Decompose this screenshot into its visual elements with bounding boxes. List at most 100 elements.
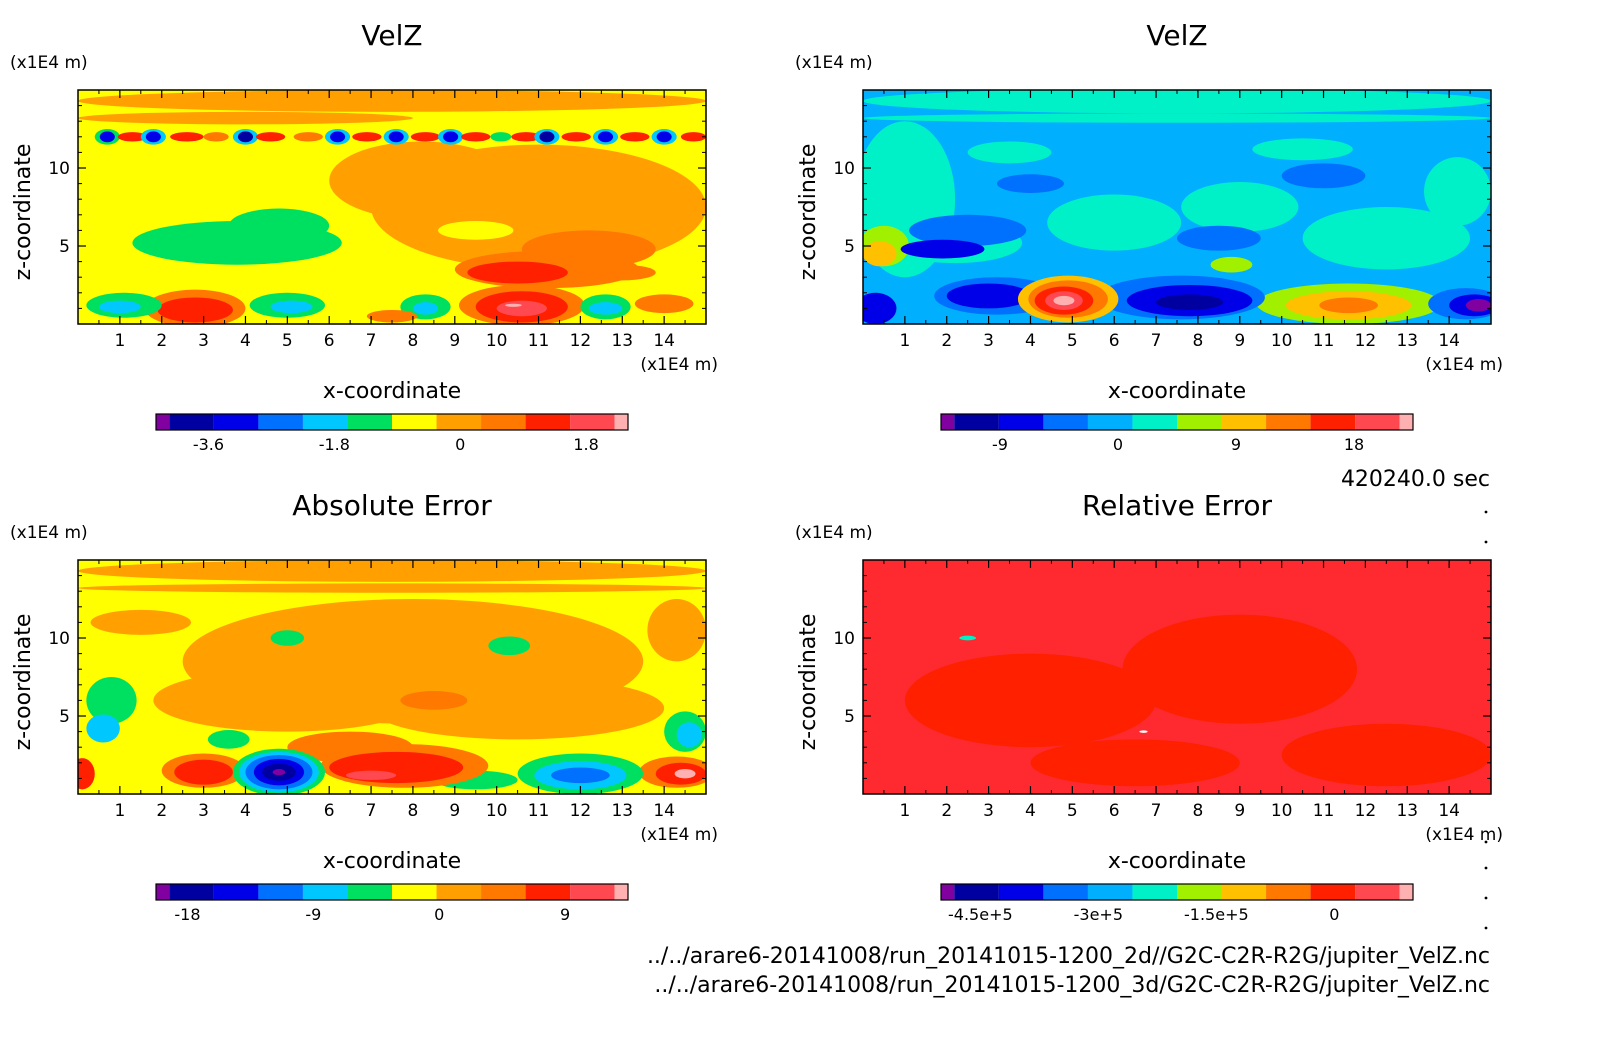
dot-marker bbox=[1485, 897, 1488, 900]
x-tick-label: 11 bbox=[528, 801, 550, 821]
contour-region bbox=[208, 730, 250, 749]
x-tick-label: 12 bbox=[1355, 801, 1377, 821]
contour-region bbox=[158, 297, 233, 322]
contour-region bbox=[1156, 294, 1223, 310]
colorbar-swatch bbox=[481, 884, 526, 900]
contour-region bbox=[346, 771, 396, 780]
colorbar-swatch bbox=[214, 414, 259, 430]
x-tick-label: 5 bbox=[282, 801, 293, 821]
contour-region bbox=[352, 132, 381, 141]
colorbar-swatch bbox=[1222, 414, 1267, 430]
contour-region bbox=[657, 131, 672, 142]
x-tick-label: 8 bbox=[408, 801, 419, 821]
colorbar-swatch bbox=[1043, 884, 1088, 900]
colorbar-swatch bbox=[1311, 884, 1356, 900]
x-tick-label: 8 bbox=[1193, 331, 1204, 351]
contour-region bbox=[238, 131, 253, 142]
x-tick-label: 3 bbox=[983, 331, 994, 351]
contour-region bbox=[1424, 157, 1491, 226]
x-axis-label: x-coordinate bbox=[323, 849, 461, 874]
x-tick-label: 9 bbox=[449, 331, 460, 351]
contour-region bbox=[647, 599, 706, 661]
contour-region bbox=[271, 630, 304, 646]
x-tick-label: 3 bbox=[198, 331, 209, 351]
x-tick-label: 14 bbox=[1438, 331, 1460, 351]
y-tick-label: 10 bbox=[48, 159, 70, 179]
colorbar-tick-label: -4.5e+5 bbox=[948, 905, 1013, 924]
x-tick-label: 3 bbox=[198, 801, 209, 821]
colorbar-swatch bbox=[437, 884, 482, 900]
x-tick-label: 7 bbox=[1151, 801, 1162, 821]
x-tick-label: 11 bbox=[528, 331, 550, 351]
colorbar-swatch bbox=[156, 414, 169, 430]
x-tick-label: 14 bbox=[653, 801, 675, 821]
x-tick-label: 2 bbox=[941, 331, 952, 351]
x-tick-label: 13 bbox=[1396, 331, 1418, 351]
x-tick-label: 2 bbox=[156, 331, 167, 351]
colorbar-tick-label: 0 bbox=[1113, 435, 1123, 454]
colorbar: -3.6 -1.8 0 1.8 bbox=[156, 414, 628, 454]
x-tick-label: 2 bbox=[156, 801, 167, 821]
chart-title: VelZ bbox=[1146, 19, 1207, 52]
colorbar-swatch bbox=[526, 884, 571, 900]
contour-region bbox=[371, 677, 664, 739]
contour-region bbox=[855, 293, 897, 324]
contour-region bbox=[947, 283, 1031, 308]
colorbar-tick-label: 9 bbox=[1231, 435, 1241, 454]
x-unit-label: (x1E4 m) bbox=[640, 825, 718, 845]
contour-region bbox=[1210, 257, 1252, 273]
colorbar-swatch bbox=[941, 884, 954, 900]
colorbar-swatch bbox=[258, 884, 303, 900]
y-tick-label: 10 bbox=[48, 629, 70, 649]
contour-region bbox=[562, 132, 591, 141]
contour-region bbox=[256, 132, 285, 141]
colorbar-swatch bbox=[1088, 884, 1133, 900]
contour-region bbox=[1053, 296, 1074, 305]
x-unit-label: (x1E4 m) bbox=[1425, 355, 1503, 375]
colorbar-swatch bbox=[954, 414, 999, 430]
contour-region bbox=[100, 131, 115, 142]
x-tick-label: 5 bbox=[1067, 801, 1078, 821]
colorbar-tick-label: 0 bbox=[434, 905, 444, 924]
x-tick-label: 3 bbox=[983, 801, 994, 821]
contour-region bbox=[1030, 739, 1239, 786]
colorbar-tick-label: 18 bbox=[1344, 435, 1364, 454]
contour-region bbox=[1466, 299, 1491, 311]
dot-marker bbox=[1485, 867, 1488, 870]
x-tick-label: 4 bbox=[1025, 801, 1036, 821]
contour-region bbox=[389, 131, 404, 142]
x-tick-label: 13 bbox=[611, 801, 633, 821]
x-tick-label: 8 bbox=[1193, 801, 1204, 821]
x-tick-label: 11 bbox=[1313, 331, 1335, 351]
x-tick-label: 7 bbox=[366, 331, 377, 351]
x-axis-label: x-coordinate bbox=[323, 379, 461, 404]
chart-title: VelZ bbox=[361, 19, 422, 52]
contour-region bbox=[329, 141, 513, 219]
x-tick-label: 6 bbox=[1109, 331, 1120, 351]
x-tick-label: 6 bbox=[1109, 801, 1120, 821]
colorbar-swatch bbox=[1132, 884, 1177, 900]
contour-region bbox=[443, 131, 458, 142]
chart-panel-3: Absolute Error(x1E4 m)1 2 3 4 5 6 7 8 9 10 11 12 13 1… bbox=[10, 489, 718, 924]
contour-region bbox=[174, 760, 233, 785]
x-tick-label: 7 bbox=[1151, 331, 1162, 351]
contour-region bbox=[400, 691, 467, 710]
colorbar-swatch bbox=[347, 884, 392, 900]
contour-region bbox=[997, 174, 1064, 193]
colorbar: -4.5e+5 -3e+5 -1.5e+5 0 bbox=[941, 884, 1413, 924]
colorbar-swatch bbox=[214, 884, 259, 900]
x-tick-label: 12 bbox=[570, 331, 592, 351]
x-tick-label: 14 bbox=[1438, 801, 1460, 821]
chart-panel-1: VelZ(x1E4 m)1 2 3 4 5 6 7 8 9 10 11 12 13 14510(x1E4 … bbox=[10, 19, 718, 454]
x-tick-label: 4 bbox=[240, 331, 251, 351]
chart-panel-4: Relative Error(x1E4 m)1 2 3 4 5 6 7 8 9 10 11 12 13 1… bbox=[795, 489, 1503, 924]
colorbar-swatch bbox=[615, 414, 628, 430]
contour-region bbox=[620, 132, 649, 141]
x-tick-label: 14 bbox=[653, 331, 675, 351]
x-tick-label: 5 bbox=[282, 331, 293, 351]
colorbar-swatch bbox=[303, 884, 348, 900]
x-tick-label: 4 bbox=[240, 801, 251, 821]
chart-panel-2: VelZ(x1E4 m)1 2 3 4 5 6 7 8 9 10 11 12 13 14510(x1E4 … bbox=[795, 19, 1504, 454]
colorbar-tick-label: -18 bbox=[174, 905, 200, 924]
contour-region bbox=[146, 131, 161, 142]
